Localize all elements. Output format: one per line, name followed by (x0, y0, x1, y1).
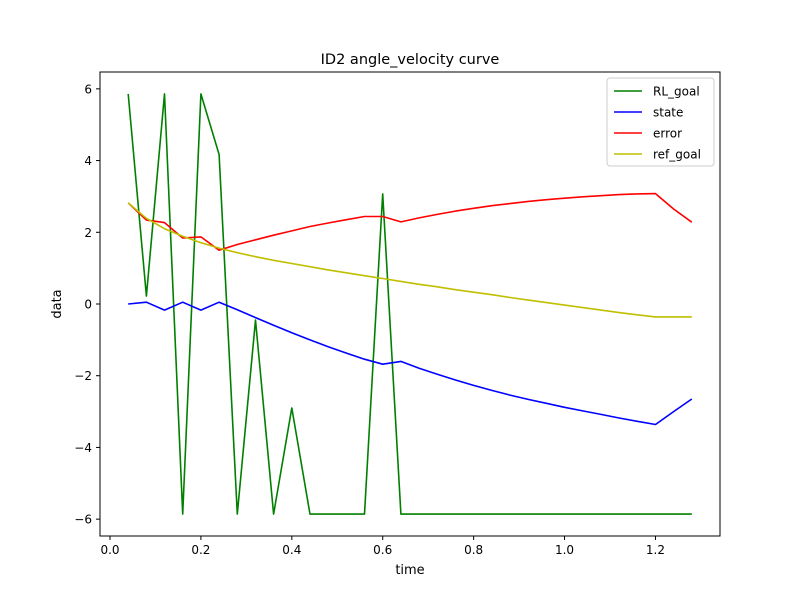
y-tick-label: 2 (84, 226, 92, 240)
legend-label: error (653, 127, 682, 141)
y-tick-label: −4 (74, 441, 92, 455)
legend-box (606, 77, 715, 167)
x-tick-label: 0.4 (282, 543, 301, 557)
x-tick-label: 0.0 (100, 543, 119, 557)
x-tick-label: 1.2 (646, 543, 665, 557)
y-tick-label: 4 (84, 154, 92, 168)
y-tick-label: 6 (84, 82, 92, 96)
legend-label: ref_goal (653, 148, 701, 162)
y-tick-label: −2 (74, 369, 92, 383)
legend-label: RL_goal (653, 85, 700, 99)
y-tick-label: −6 (74, 513, 92, 527)
series-line-ref-goal (127, 202, 692, 318)
y-axis-label: data (50, 289, 65, 318)
x-tick-label: 0.8 (464, 543, 483, 557)
y-tick-label: 0 (84, 298, 92, 312)
series-line-rl-goal (127, 93, 692, 515)
x-tick-label: 1.0 (555, 543, 574, 557)
x-axis: 0.0 0.2 0.4 0.6 0.8 1.0 1.2 (100, 536, 665, 557)
y-axis: −6 −4 −2 0 2 4 6 (74, 82, 100, 527)
legend-label: state (653, 106, 683, 120)
series-line-state (128, 301, 693, 426)
x-tick-label: 0.2 (191, 543, 210, 557)
chart-title: ID2 angle_velocity curve (321, 52, 500, 68)
x-axis-label: time (395, 563, 424, 578)
x-tick-label: 0.6 (373, 543, 392, 557)
series-layer (127, 93, 693, 515)
